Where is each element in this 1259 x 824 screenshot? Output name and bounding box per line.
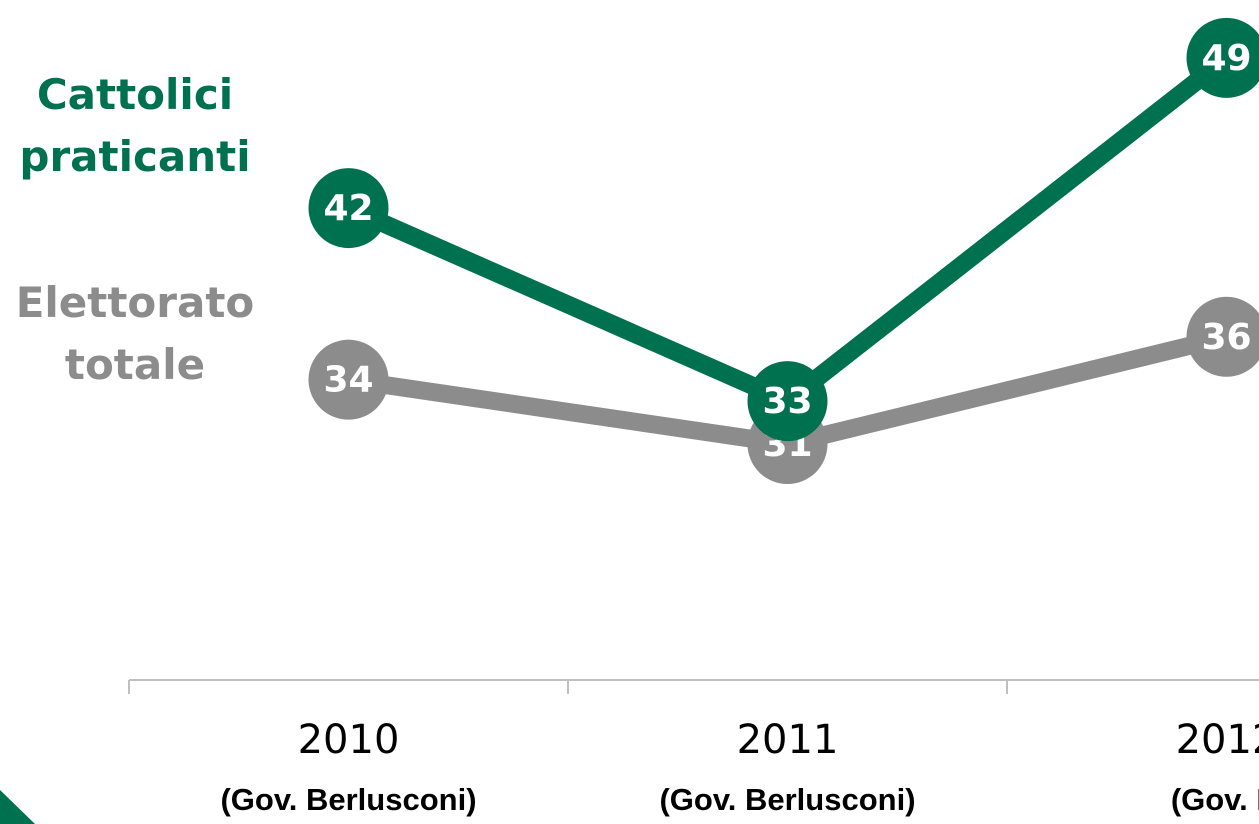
- x-tick-label: 2010: [298, 717, 400, 763]
- corner-decoration: [0, 790, 35, 824]
- data-label: 42: [323, 188, 373, 229]
- x-tick-sublabel: (Gov. Berlusconi): [659, 782, 915, 817]
- x-tick-sublabel: (Gov. Berlusconi): [220, 782, 476, 817]
- legend-entry: Cattolici praticanti: [19, 70, 251, 181]
- x-tick-sublabel: (Gov. M: [1171, 782, 1259, 817]
- data-point: [747, 361, 828, 442]
- data-point: [308, 168, 389, 249]
- data-label: 34: [323, 360, 373, 401]
- legend-entry: Elettorato totale: [15, 278, 255, 389]
- data-label: 49: [1201, 38, 1251, 79]
- data-point: [308, 339, 389, 420]
- data-point: [1186, 17, 1259, 98]
- series-line: [344, 50, 1233, 411]
- x-tick-label: 2011: [737, 717, 839, 763]
- data-label: 33: [762, 381, 812, 422]
- x-tick-label: 2012: [1176, 717, 1259, 763]
- data-label: 36: [1201, 317, 1251, 358]
- data-point: [1186, 296, 1259, 377]
